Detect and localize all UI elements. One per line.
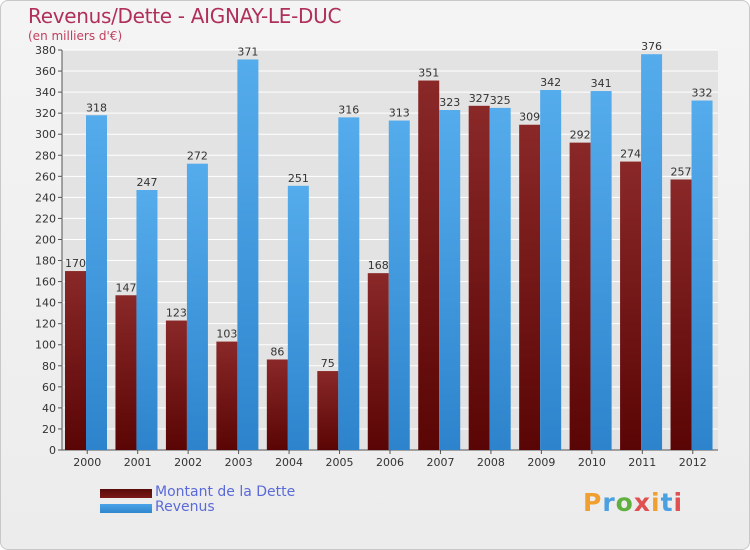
x-tick-label: 2001	[124, 456, 152, 469]
y-tick-label: 60	[42, 381, 56, 394]
x-tick-label: 2012	[679, 456, 707, 469]
bar-dette	[216, 341, 238, 450]
data-label-dette: 86	[270, 345, 284, 358]
y-tick-label: 0	[49, 444, 56, 457]
bar-dette	[620, 161, 642, 450]
x-tick-label: 2000	[73, 456, 101, 469]
bar-dette	[519, 124, 541, 450]
x-tick-label: 2005	[326, 456, 354, 469]
y-tick-label: 140	[35, 297, 56, 310]
data-label-revenus: 313	[389, 107, 410, 120]
x-tick-label: 2006	[376, 456, 404, 469]
bar-revenus	[641, 54, 663, 451]
y-tick-label: 80	[42, 360, 56, 373]
data-label-revenus: 323	[439, 96, 460, 109]
x-tick-label: 2010	[578, 456, 606, 469]
bar-revenus	[489, 107, 511, 450]
bar-dette	[65, 271, 86, 450]
x-tick-label: 2003	[225, 456, 253, 469]
y-tick-label: 300	[35, 128, 56, 141]
bar-revenus	[136, 190, 158, 450]
data-label-revenus: 251	[288, 172, 309, 185]
data-label-dette: 147	[115, 281, 136, 294]
data-label-revenus: 371	[237, 45, 258, 58]
data-label-dette: 257	[671, 165, 692, 178]
data-label-dette: 309	[519, 111, 540, 124]
x-tick-label: 2008	[477, 456, 505, 469]
y-tick-label: 380	[35, 44, 56, 57]
data-label-revenus: 332	[692, 87, 713, 100]
x-tick-label: 2011	[628, 456, 656, 469]
legend-swatch-revenus	[100, 504, 152, 513]
bar-revenus	[388, 120, 410, 451]
bar-dette	[569, 142, 591, 450]
bar-dette	[266, 359, 288, 450]
legend-swatch-dette	[100, 489, 152, 498]
y-tick-label: 20	[42, 423, 56, 436]
y-tick-label: 120	[35, 318, 56, 331]
bar-revenus	[237, 59, 259, 450]
bar-revenus	[186, 163, 208, 450]
bar-revenus	[590, 91, 612, 450]
data-label-revenus: 272	[187, 150, 208, 163]
data-label-revenus: 341	[591, 77, 612, 90]
data-label-revenus: 342	[540, 76, 561, 89]
data-label-dette: 170	[65, 257, 86, 270]
data-label-dette: 351	[418, 67, 439, 80]
data-label-dette: 292	[570, 129, 591, 142]
data-label-revenus: 318	[86, 101, 107, 114]
legend-label-revenus: Revenus	[155, 499, 215, 515]
data-label-revenus: 325	[490, 94, 511, 107]
bar-revenus	[439, 110, 461, 450]
bar-dette	[317, 371, 339, 450]
proxiti-logo: Proxiti	[583, 488, 684, 517]
bar-dette	[418, 80, 440, 451]
bar-dette	[115, 295, 137, 450]
y-tick-label: 340	[35, 86, 56, 99]
x-tick-label: 2002	[174, 456, 202, 469]
y-tick-label: 40	[42, 402, 56, 415]
y-tick-label: 160	[35, 276, 56, 289]
bar-dette	[367, 273, 389, 450]
y-tick-label: 320	[35, 107, 56, 120]
y-tick-label: 180	[35, 255, 56, 268]
data-label-revenus: 376	[641, 40, 662, 53]
y-tick-label: 240	[35, 191, 56, 204]
data-label-revenus: 316	[338, 103, 359, 116]
data-label-dette: 274	[620, 148, 641, 161]
bar-revenus	[86, 115, 107, 451]
bar-revenus	[691, 100, 713, 451]
bar-revenus	[287, 185, 309, 450]
y-tick-label: 260	[35, 170, 56, 183]
y-tick-label: 220	[35, 212, 56, 225]
data-label-dette: 123	[166, 307, 187, 320]
data-label-dette: 103	[216, 328, 237, 341]
chart-title: Revenus/Dette - AIGNAY-LE-DUC	[28, 4, 342, 28]
y-tick-label: 360	[35, 65, 56, 78]
y-tick-label: 280	[35, 149, 56, 162]
data-label-dette: 327	[469, 92, 490, 105]
bar-revenus	[540, 90, 562, 450]
bar-dette	[670, 179, 692, 450]
data-label-dette: 168	[368, 259, 389, 272]
data-label-revenus: 247	[136, 176, 157, 189]
legend-label-dette: Montant de la Dette	[155, 484, 296, 500]
x-tick-label: 2007	[426, 456, 454, 469]
bar-revenus	[338, 117, 360, 451]
x-tick-label: 2004	[275, 456, 303, 469]
y-tick-label: 100	[35, 339, 56, 352]
data-label-dette: 75	[321, 357, 335, 370]
bar-dette	[165, 320, 187, 450]
x-tick-label: 2009	[527, 456, 555, 469]
y-tick-label: 200	[35, 233, 56, 246]
chart-subtitle: (en milliers d'€)	[28, 29, 123, 43]
bar-dette	[468, 105, 490, 450]
